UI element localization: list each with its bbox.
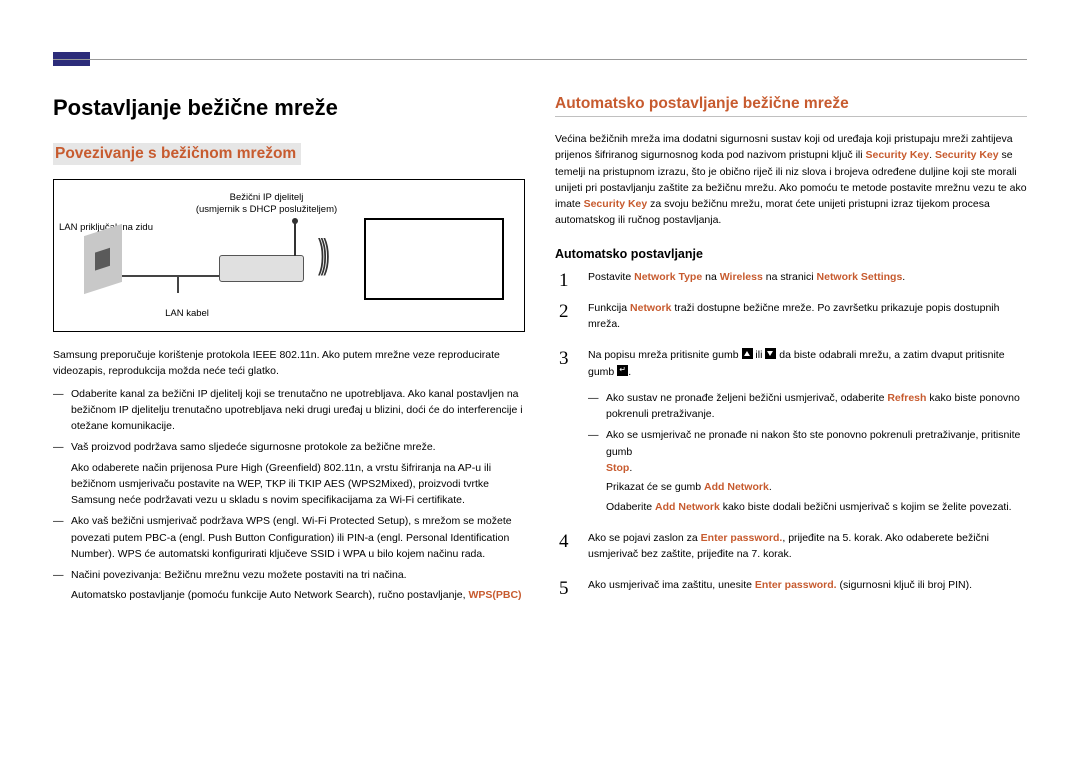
enter-button-icon (617, 365, 628, 376)
wps-pbc-label: WPS(PBC) (468, 589, 521, 601)
auto-intro: Većina bežičnih mreža ima dodatni sigurn… (555, 131, 1027, 229)
right-column: Automatsko postavljanje bežične mreže Ve… (555, 95, 1027, 609)
network-diagram: Bežični IP djelitelj (usmjernik s DHCP p… (53, 179, 525, 332)
page-title: Postavljanje bežične mreže (53, 95, 525, 121)
page-content: Postavljanje bežične mreže Povezivanje s… (53, 95, 1027, 609)
steps-list: Postavite Network Type na Wireless na st… (555, 269, 1027, 594)
note-item: Odaberite kanal za bežični IP djelitelj … (53, 386, 525, 435)
section-heading-auto: Automatsko postavljanje bežične mreže (555, 95, 1027, 117)
lan-cable-icon (122, 275, 219, 277)
note-item: Vaš proizvod podržava samo sljedeće sigu… (53, 439, 525, 508)
notes-list: Odaberite kanal za bežični IP djelitelj … (53, 386, 525, 604)
tv-screen-icon (364, 218, 504, 300)
left-column: Postavljanje bežične mreže Povezivanje s… (53, 95, 525, 609)
substep: Ako se usmjerivač ne pronađe ni nakon št… (588, 427, 1027, 514)
router-icon (219, 255, 304, 282)
step-2: Funkcija Network traži dostupne bežične … (555, 300, 1027, 333)
note-item: Ako vaš bežični usmjerivač podržava WPS … (53, 513, 525, 562)
step-1: Postavite Network Type na Wireless na st… (555, 269, 1027, 285)
top-divider (53, 59, 1027, 60)
section-heading-connecting: Povezivanje s bežičnom mrežom (53, 143, 301, 165)
step-4: Ako se pojavi zaslon za Enter password.,… (555, 530, 1027, 563)
wifi-waves-icon: ))) (318, 232, 326, 277)
up-button-icon (742, 348, 753, 359)
diagram-label-cable: LAN kabel (152, 308, 222, 320)
diagram-label-router: Bežični IP djelitelj (usmjernik s DHCP p… (174, 192, 359, 216)
step-3: Na popisu mreža pritisnite gumb ili da b… (555, 347, 1027, 514)
step-5: Ako usmjerivač ima zaštitu, unesite Ente… (555, 577, 1027, 593)
intro-paragraph: Samsung preporučuje korištenje protokola… (53, 347, 525, 380)
subheading-auto: Automatsko postavljanje (555, 247, 1027, 261)
note-item: Načini povezivanja: Bežičnu mrežnu vezu … (53, 567, 525, 604)
substep: Ako sustav ne pronađe željeni bežični us… (588, 390, 1027, 423)
antenna-icon (294, 222, 296, 256)
wall-socket-icon (84, 224, 122, 294)
down-button-icon (765, 348, 776, 359)
